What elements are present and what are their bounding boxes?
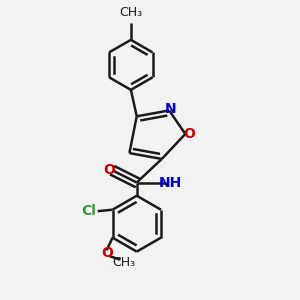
Text: O: O (183, 127, 195, 141)
Text: N: N (165, 102, 176, 116)
Text: O: O (104, 163, 116, 177)
Text: Cl: Cl (82, 204, 96, 218)
Text: CH₃: CH₃ (119, 6, 142, 19)
Text: O: O (101, 246, 113, 260)
Text: NH: NH (159, 176, 182, 190)
Text: CH₃: CH₃ (113, 256, 136, 268)
